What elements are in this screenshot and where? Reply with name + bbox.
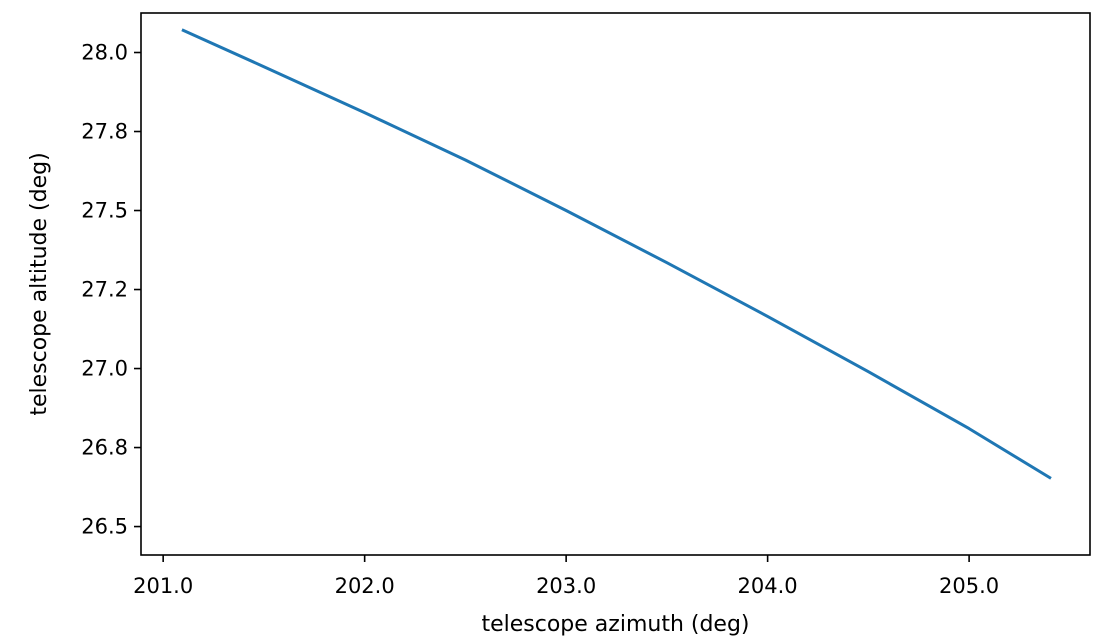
x-tick-label: 201.0	[133, 574, 193, 598]
x-tick-label: 204.0	[738, 574, 798, 598]
y-tick-label: 27.2	[81, 278, 128, 302]
y-tick-label: 26.8	[81, 436, 128, 460]
x-axis-label: telescope azimuth (deg)	[481, 612, 749, 637]
y-tick-label: 27.5	[81, 199, 128, 223]
y-axis-label: telescope altitude (deg)	[27, 152, 52, 415]
x-tick-label: 203.0	[536, 574, 596, 598]
y-tick-label: 28.0	[81, 41, 128, 65]
x-tick-label: 205.0	[939, 574, 999, 598]
y-tick-label: 27.8	[81, 120, 128, 144]
y-tick-label: 27.0	[81, 357, 128, 381]
x-tick-label: 202.0	[335, 574, 395, 598]
y-tick-label: 26.5	[81, 515, 128, 539]
